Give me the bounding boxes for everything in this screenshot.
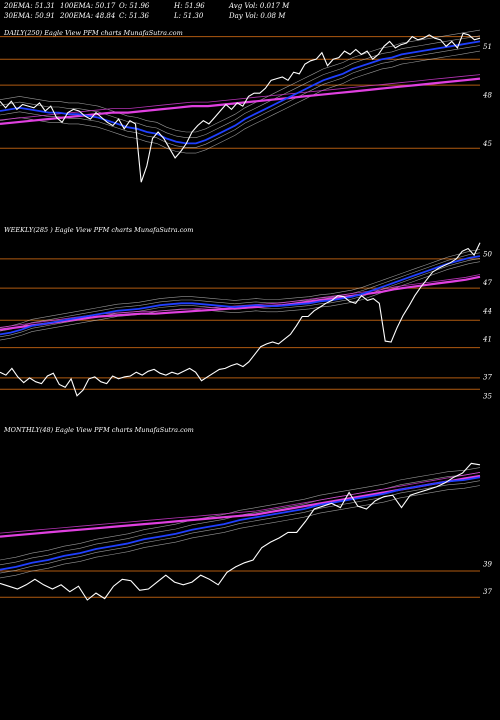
daily-panel-title: DAILY(250) Eagle View PFM charts MunafaS… [4, 29, 183, 37]
daily-price-line [0, 32, 481, 183]
stat-close: C: 51.36 [119, 12, 149, 20]
daily-y-tick-label: 45 [482, 140, 492, 148]
daily-ma-thin-line [0, 29, 481, 133]
weekly-y-tick-label: 47 [482, 279, 492, 287]
weekly-y-tick-label: 41 [482, 336, 492, 344]
weekly-panel-title: WEEKLY(285 ) Eagle View PFM charts Munaf… [4, 226, 194, 234]
monthly-ma-thin-line [0, 472, 481, 566]
weekly-ma-thin-line [0, 261, 481, 341]
daily-slow-ema-band [0, 74, 481, 121]
stat-ema100: 100EMA: 50.17 [60, 2, 116, 10]
stat-high: H: 51.96 [174, 2, 205, 10]
daily-y-tick-label: 51 [483, 43, 492, 51]
monthly-ma-thin-line [0, 467, 481, 561]
monthly-fast-ema-line [0, 476, 481, 571]
stat-avg-vol: Avg Vol: 0.017 M [229, 2, 290, 10]
weekly-ma-thin-line [0, 258, 481, 338]
monthly-y-tick-label: 37 [483, 588, 492, 596]
daily-fast-ema-line [0, 40, 481, 145]
weekly-price-line [0, 242, 481, 397]
weekly-y-tick-label: 50 [483, 251, 492, 259]
monthly-price-line [0, 462, 481, 601]
weekly-slow-ema-line [0, 275, 481, 331]
weekly-y-tick-label: 35 [483, 392, 492, 400]
weekly-y-tick-label: 44 [482, 307, 492, 315]
monthly-ma-thin-line [0, 480, 481, 574]
daily-ma-thin-line [0, 45, 481, 148]
daily-ma-thin-line [0, 35, 481, 138]
stat-open: O: 51.96 [119, 2, 150, 10]
monthly-slow-ema-band [0, 472, 481, 534]
monthly-y-tick-label: 39 [483, 561, 492, 569]
stat-ema20: 20EMA: 51.31 [4, 2, 55, 10]
daily-ma-thin-line [0, 50, 481, 154]
daily-y-tick-label: 48 [482, 91, 492, 99]
daily-slow-ema-line [0, 77, 481, 125]
stat-ema200: 200EMA: 48.84 [60, 12, 116, 20]
stat-day-vol: Day Vol: 0.08 M [229, 12, 286, 20]
weekly-y-tick-label: 37 [483, 373, 492, 381]
monthly-panel-title: MONTHLY(48) Eagle View PFM charts Munafa… [4, 426, 194, 434]
weekly-ma-thin-line [0, 249, 481, 329]
stat-ema30: 30EMA: 50.91 [4, 12, 55, 20]
weekly-fast-ema-line [0, 255, 481, 336]
stat-low: L: 51.30 [174, 12, 204, 20]
monthly-ma-thin-line [0, 485, 481, 579]
weekly-ma-thin-line [0, 252, 481, 332]
